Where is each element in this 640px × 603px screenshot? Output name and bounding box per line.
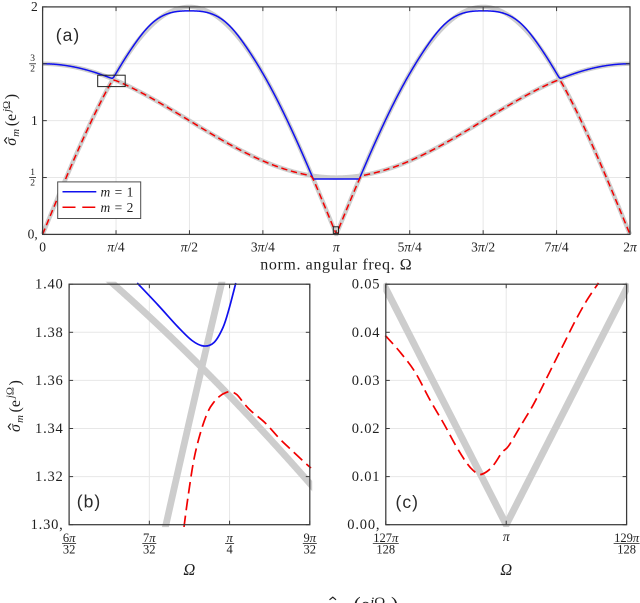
svg-text:7π/4: 7π/4 — [545, 239, 569, 254]
svg-text:σ: σ — [7, 423, 24, 432]
svg-text:2: 2 — [30, 178, 35, 188]
svg-text:2: 2 — [31, 0, 38, 14]
svg-text:m: m — [10, 129, 22, 137]
svg-text:(e: (e — [7, 400, 24, 412]
svg-text:4: 4 — [226, 543, 233, 557]
svg-text:5π/4: 5π/4 — [398, 239, 422, 254]
svg-text:π/4: π/4 — [107, 239, 125, 254]
svg-text:π: π — [226, 531, 233, 545]
svg-text:1.38: 1.38 — [35, 325, 64, 341]
svg-text:1.34: 1.34 — [35, 421, 64, 437]
svg-text:127π: 127π — [373, 531, 399, 545]
svg-text:(e: (e — [3, 114, 20, 126]
svg-text:128: 128 — [617, 543, 636, 557]
svg-text:σ: σ — [326, 598, 338, 603]
svg-text:1: 1 — [31, 113, 38, 128]
svg-text:32: 32 — [143, 543, 156, 557]
svg-text:Ω: Ω — [500, 560, 512, 579]
svg-text:3: 3 — [30, 54, 35, 64]
svg-text:m: m — [14, 415, 26, 423]
svg-text:norm. angular freq. Ω: norm. angular freq. Ω — [260, 257, 412, 274]
svg-text:0.03: 0.03 — [352, 373, 381, 389]
svg-text:1.32: 1.32 — [35, 469, 64, 485]
svg-text:0.04: 0.04 — [352, 325, 381, 341]
svg-text:2: 2 — [30, 65, 35, 75]
svg-text:π: π — [333, 239, 341, 254]
svg-text:1.30,: 1.30, — [31, 517, 64, 533]
svg-text:m = 1: m = 1 — [101, 185, 134, 200]
svg-text:129π: 129π — [614, 531, 640, 545]
svg-text:0,: 0, — [28, 227, 38, 242]
svg-text:1.36: 1.36 — [35, 373, 64, 389]
svg-text:3π/2: 3π/2 — [471, 239, 495, 254]
svg-text:jΩ: jΩ — [5, 387, 17, 400]
svg-text:6π: 6π — [63, 531, 76, 545]
svg-text:0.01: 0.01 — [352, 469, 381, 485]
svg-text:128: 128 — [376, 543, 395, 557]
svg-text:): ) — [7, 380, 24, 385]
svg-text:2π: 2π — [623, 239, 638, 254]
svg-text:0.00,: 0.00, — [347, 517, 380, 533]
svg-text:σ: σ — [3, 137, 20, 146]
svg-text:): ) — [3, 94, 20, 99]
svg-text:jΩ: jΩ — [368, 595, 385, 603]
svg-text:3π/4: 3π/4 — [251, 239, 275, 254]
svg-text:1.40: 1.40 — [35, 277, 64, 293]
svg-text:0.02: 0.02 — [352, 421, 381, 437]
svg-text:(a): (a) — [56, 25, 80, 45]
svg-text:(e: (e — [354, 593, 371, 603]
svg-text:32: 32 — [304, 543, 317, 557]
svg-text:9π: 9π — [304, 531, 317, 545]
svg-text:m = 2: m = 2 — [101, 200, 134, 215]
svg-text:(c): (c) — [396, 492, 419, 512]
svg-text:): ) — [391, 593, 398, 603]
svg-text:jΩ: jΩ — [1, 101, 13, 114]
svg-text:32: 32 — [63, 543, 76, 557]
svg-text:π: π — [503, 529, 511, 544]
svg-text:1: 1 — [30, 168, 35, 178]
svg-text:π/2: π/2 — [181, 239, 198, 254]
svg-text:0: 0 — [39, 239, 46, 254]
svg-text:7π: 7π — [143, 531, 156, 545]
svg-text:(b): (b) — [77, 492, 101, 512]
svg-text:0.05: 0.05 — [352, 277, 381, 293]
svg-text:Ω: Ω — [183, 560, 195, 579]
